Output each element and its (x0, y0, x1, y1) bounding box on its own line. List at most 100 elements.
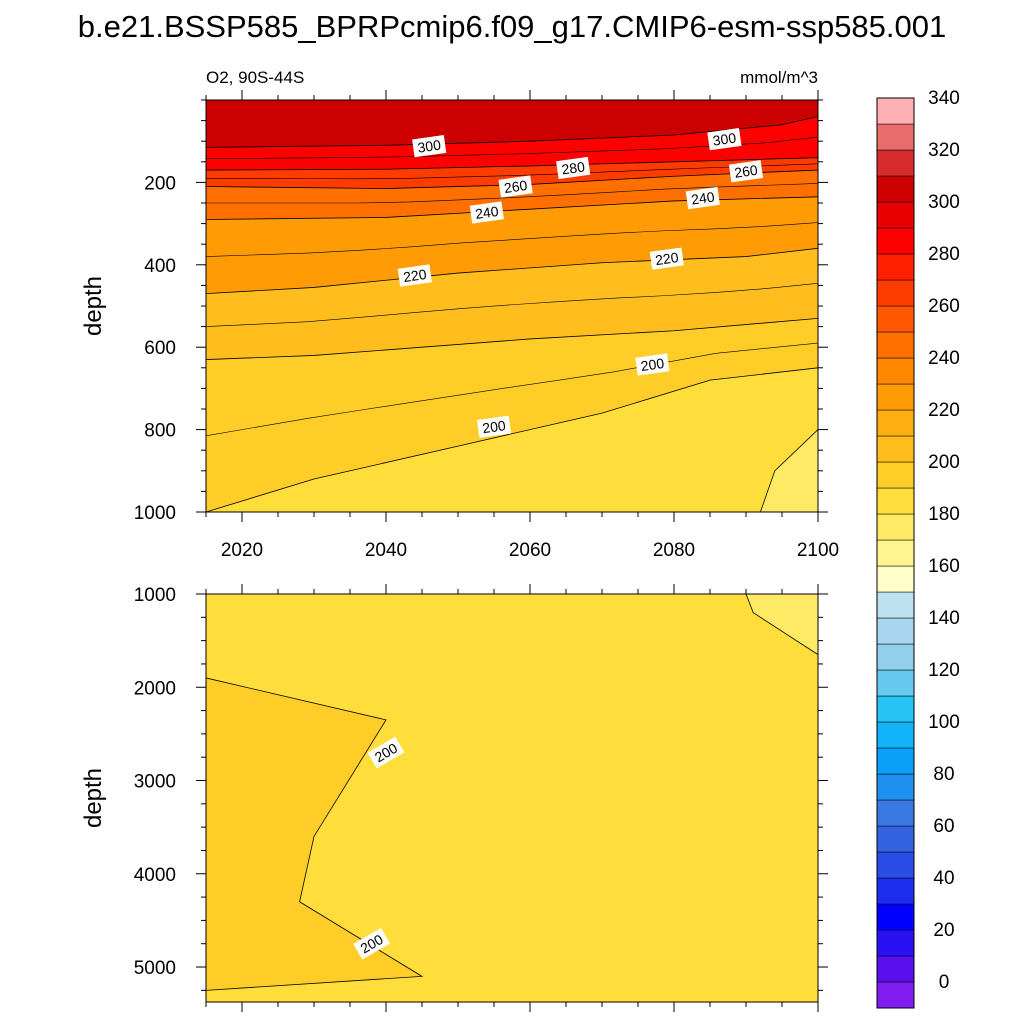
upper-contour-240 (206, 196, 818, 220)
contour-label-bg (707, 128, 742, 151)
figure-title: b.e21.BSSP585_BPRPcmip6.f09_g17.CMIP6-es… (78, 9, 947, 44)
colorbar-tick-label: 100 (928, 712, 960, 733)
xtick-label: 2040 (365, 540, 407, 561)
contour-label-text: 220 (402, 266, 428, 285)
contour-label-text: 280 (561, 158, 587, 177)
colorbar-tick-label: 300 (928, 192, 960, 213)
lower-band-200 (206, 677, 422, 1002)
contour-label-text: 200 (640, 355, 666, 374)
lower-ytick-label: 4000 (134, 865, 176, 886)
panel-units-label: mmol/m^3 (740, 68, 818, 87)
colorbar-swatch (876, 331, 915, 359)
colorbar-swatch (876, 955, 915, 983)
colorbar: 0 20 40 60 80 100 120 140 160 180 200 220 240 260 280 3… (876, 88, 960, 1009)
colorbar-swatch (876, 409, 915, 437)
contour-label-bg (353, 927, 390, 960)
upper-minor-contour (206, 283, 818, 327)
colorbar-swatch (876, 357, 915, 385)
colorbar-swatch (876, 981, 915, 1009)
lower-ylabel: depth (80, 768, 107, 828)
contour-label-text: 240 (690, 188, 716, 207)
xtick-label: 2060 (509, 540, 551, 561)
colorbar-swatch (876, 903, 915, 931)
contour-label-200: 200 (367, 736, 405, 769)
upper-minor-contour (206, 342, 818, 437)
colorbar-swatch (876, 539, 915, 567)
lower-contour-200 (206, 677, 424, 991)
contour-label-bg (469, 201, 504, 224)
colorbar-tick-label: 260 (928, 296, 960, 317)
colorbar-swatch (876, 461, 915, 489)
contour-label-220: 220 (397, 264, 432, 287)
contour-label-300: 300 (412, 135, 447, 158)
colorbar-swatch (876, 487, 915, 515)
colorbar-swatch (876, 617, 915, 645)
upper-band-310 (206, 100, 818, 148)
colorbar-swatch (876, 825, 915, 853)
colorbar-swatch (876, 175, 915, 203)
contour-label-240: 240 (469, 201, 504, 224)
colorbar-tick-label: 200 (928, 452, 960, 473)
colorbar-tick-label: 40 (933, 868, 954, 889)
lower-band-180 (745, 594, 818, 656)
colorbar-swatch (876, 253, 915, 281)
contour-label-text: 260 (733, 162, 759, 181)
contour-label-text: 200 (481, 417, 507, 436)
upper-ytick-label: 1000 (134, 503, 176, 524)
contour-label-260: 260 (498, 175, 533, 198)
colorbar-tick-label: 220 (928, 400, 960, 421)
colorbar-tick-label: 80 (933, 764, 954, 785)
contour-label-200: 200 (635, 353, 670, 376)
colorbar-swatch (876, 773, 915, 801)
upper-contour-220 (206, 247, 818, 295)
colorbar-swatch (876, 97, 915, 125)
colorbar-tick-label: 20 (933, 920, 954, 941)
upper-contour-200 (206, 317, 818, 360)
colorbar-tick-label: 280 (928, 244, 960, 265)
colorbar-tick-label: 120 (928, 660, 960, 681)
contour-label-text: 300 (712, 130, 738, 149)
upper-contour-280 (206, 157, 818, 171)
upper-minor-contour (206, 222, 818, 257)
xtick-label: 2100 (797, 540, 839, 561)
contour-label-260: 260 (728, 160, 764, 183)
colorbar-swatch (876, 201, 915, 229)
upper-band-180 (759, 429, 818, 512)
upper-band-230 (206, 196, 818, 294)
upper-ytick-label: 400 (144, 256, 176, 277)
upper-ytick-label: 800 (144, 421, 176, 442)
upper-contour-300 (206, 116, 818, 148)
colorbar-swatch (876, 279, 915, 307)
contour-label-text: 240 (474, 203, 500, 222)
contour-label-text: 260 (503, 177, 529, 196)
contour-label-bg (412, 135, 447, 158)
colorbar-swatch (876, 721, 915, 749)
lower-frame (205, 593, 819, 1003)
colorbar-swatch (876, 799, 915, 827)
contour-label-text: 220 (654, 249, 680, 268)
colorbar-swatch (876, 227, 915, 255)
contour-label-bg (367, 736, 405, 769)
colorbar-tick-label: 0 (939, 972, 950, 993)
contour-label-bg (728, 160, 764, 183)
colorbar-tick-label: 60 (933, 816, 954, 837)
colorbar-swatch (876, 565, 915, 593)
colorbar-swatch (876, 643, 915, 671)
colorbar-swatch (876, 383, 915, 411)
panel-left-title: O2, 90S-44S (206, 68, 304, 87)
contour-label-220: 220 (649, 247, 684, 270)
colorbar-tick-label: 140 (928, 608, 960, 629)
upper-band-210 (206, 248, 818, 360)
contour-label-bg (685, 186, 720, 210)
colorbar-swatch (876, 929, 915, 957)
xtick-label: 2080 (653, 540, 695, 561)
upper-band-270 (206, 157, 818, 189)
colorbar-tick-label: 320 (928, 140, 960, 161)
contour-label-280: 280 (556, 156, 591, 180)
contour-label-240: 240 (685, 186, 720, 210)
xtick-label: 2020 (221, 540, 263, 561)
upper-ytick-label: 600 (144, 338, 176, 359)
upper-minor-contour (206, 183, 818, 204)
